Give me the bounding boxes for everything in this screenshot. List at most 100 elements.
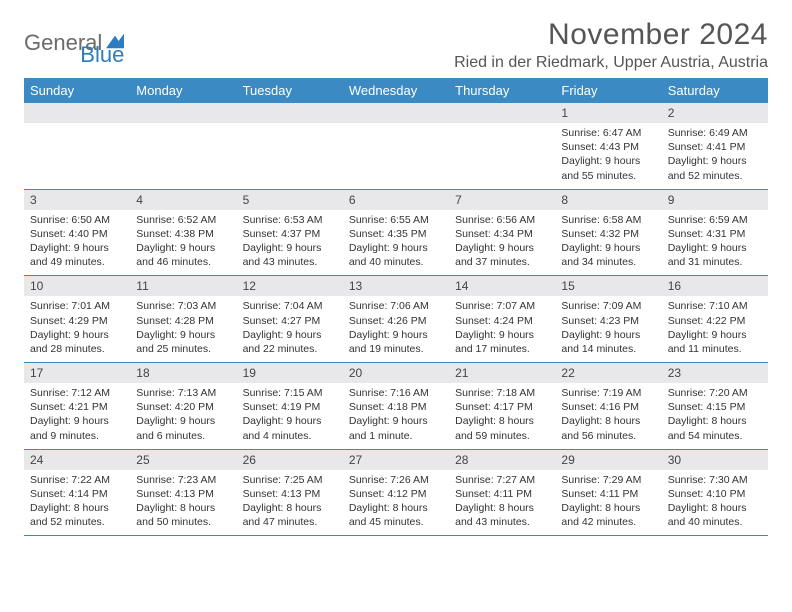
day-cell: Sunrise: 7:12 AMSunset: 4:21 PMDaylight:… [24, 383, 130, 449]
day-cell: Sunrise: 6:52 AMSunset: 4:38 PMDaylight:… [130, 210, 236, 276]
day-header-cell: Thursday [449, 78, 555, 103]
cells-row: Sunrise: 6:47 AMSunset: 4:43 PMDaylight:… [24, 123, 768, 189]
sunrise-text: Sunrise: 7:27 AM [455, 473, 549, 487]
date-number: 19 [237, 363, 343, 383]
day-cell: Sunrise: 6:53 AMSunset: 4:37 PMDaylight:… [237, 210, 343, 276]
daylight-text-2: and 49 minutes. [30, 255, 124, 269]
sunset-text: Sunset: 4:20 PM [136, 400, 230, 414]
daylight-text-2: and 52 minutes. [30, 515, 124, 529]
sunset-text: Sunset: 4:34 PM [455, 227, 549, 241]
sunrise-text: Sunrise: 7:23 AM [136, 473, 230, 487]
sunset-text: Sunset: 4:15 PM [668, 400, 762, 414]
date-number: 23 [662, 363, 768, 383]
sunrise-text: Sunrise: 7:12 AM [30, 386, 124, 400]
daylight-text-2: and 40 minutes. [668, 515, 762, 529]
sunset-text: Sunset: 4:11 PM [561, 487, 655, 501]
sunrise-text: Sunrise: 6:53 AM [243, 213, 337, 227]
day-cell: Sunrise: 7:09 AMSunset: 4:23 PMDaylight:… [555, 296, 661, 362]
month-title: November 2024 [454, 18, 768, 52]
daylight-text-2: and 54 minutes. [668, 429, 762, 443]
sunset-text: Sunset: 4:14 PM [30, 487, 124, 501]
date-strip: 12 [24, 103, 768, 123]
sunset-text: Sunset: 4:11 PM [455, 487, 549, 501]
cells-row: Sunrise: 6:50 AMSunset: 4:40 PM Daylight:… [24, 210, 768, 276]
daylight-text-1: Daylight: 9 hours [349, 241, 443, 255]
sunrise-text: Sunrise: 7:20 AM [668, 386, 762, 400]
day-cell: Sunrise: 7:03 AMSunset: 4:28 PMDaylight:… [130, 296, 236, 362]
daylight-text-1: Daylight: 8 hours [455, 501, 549, 515]
date-number: 27 [343, 450, 449, 470]
day-header-cell: Sunday [24, 78, 130, 103]
sunset-text: Sunset: 4:38 PM [136, 227, 230, 241]
sunrise-text: Sunrise: 7:03 AM [136, 299, 230, 313]
calendar: SundayMondayTuesdayWednesdayThursdayFrid… [24, 78, 768, 536]
sunrise-text: Sunrise: 7:06 AM [349, 299, 443, 313]
day-cell [24, 123, 130, 189]
day-cell [343, 123, 449, 189]
day-cell: Sunrise: 6:50 AMSunset: 4:40 PMDaylight:… [24, 210, 130, 276]
daylight-text-1: Daylight: 9 hours [136, 241, 230, 255]
sunset-text: Sunset: 4:26 PM [349, 314, 443, 328]
date-number: 26 [237, 450, 343, 470]
daylight-text-1: Daylight: 9 hours [243, 414, 337, 428]
date-number: 3 [24, 190, 130, 210]
sunset-text: Sunset: 4:24 PM [455, 314, 549, 328]
daylight-text-1: Daylight: 9 hours [243, 328, 337, 342]
daylight-text-2: and 43 minutes. [243, 255, 337, 269]
date-strip: 17181920212223 [24, 363, 768, 383]
daylight-text-2: and 45 minutes. [349, 515, 443, 529]
cells-row: Sunrise: 7:22 AMSunset: 4:14 PM Daylight:… [24, 470, 768, 536]
day-cell: Sunrise: 6:55 AMSunset: 4:35 PMDaylight:… [343, 210, 449, 276]
date-number: 22 [555, 363, 661, 383]
daylight-text-1: Daylight: 9 hours [455, 328, 549, 342]
day-cell: Sunrise: 7:19 AMSunset: 4:16 PMDaylight:… [555, 383, 661, 449]
day-cell: Sunrise: 7:20 AMSunset: 4:15 PMDaylight:… [662, 383, 768, 449]
date-number: 1 [555, 103, 661, 123]
daylight-text-2: and 17 minutes. [455, 342, 549, 356]
date-number [343, 103, 449, 123]
date-number [449, 103, 555, 123]
daylight-text-1: Daylight: 8 hours [561, 501, 655, 515]
daylight-text-2: and 37 minutes. [455, 255, 549, 269]
daylight-text-2: and 31 minutes. [668, 255, 762, 269]
date-number: 21 [449, 363, 555, 383]
day-cell: Sunrise: 7:25 AMSunset: 4:13 PMDaylight:… [237, 470, 343, 536]
daylight-text-2: and 14 minutes. [561, 342, 655, 356]
date-number: 9 [662, 190, 768, 210]
day-cell: Sunrise: 6:58 AMSunset: 4:32 PMDaylight:… [555, 210, 661, 276]
day-cell [449, 123, 555, 189]
week-row: 17181920212223Sunrise: 7:12 AMSunset: 4:… [24, 363, 768, 450]
day-header-cell: Wednesday [343, 78, 449, 103]
date-number: 7 [449, 190, 555, 210]
daylight-text-2: and 4 minutes. [243, 429, 337, 443]
sunrise-text: Sunrise: 7:07 AM [455, 299, 549, 313]
sunset-text: Sunset: 4:40 PM [30, 227, 124, 241]
daylight-text-1: Daylight: 8 hours [668, 414, 762, 428]
daylight-text-2: and 56 minutes. [561, 429, 655, 443]
day-cell: Sunrise: 7:22 AMSunset: 4:14 PMDaylight:… [24, 470, 130, 536]
date-number: 12 [237, 276, 343, 296]
daylight-text-2: and 9 minutes. [30, 429, 124, 443]
date-number [24, 103, 130, 123]
sunset-text: Sunset: 4:32 PM [561, 227, 655, 241]
week-row: 24252627282930Sunrise: 7:22 AMSunset: 4:… [24, 450, 768, 537]
daylight-text-1: Daylight: 8 hours [668, 501, 762, 515]
day-cell: Sunrise: 7:26 AMSunset: 4:12 PMDaylight:… [343, 470, 449, 536]
date-strip: 3456789 [24, 190, 768, 210]
daylight-text-2: and 6 minutes. [136, 429, 230, 443]
date-number: 28 [449, 450, 555, 470]
sunrise-text: Sunrise: 6:52 AM [136, 213, 230, 227]
sunrise-text: Sunrise: 7:22 AM [30, 473, 124, 487]
date-number: 5 [237, 190, 343, 210]
daylight-text-2: and 43 minutes. [455, 515, 549, 529]
sunrise-text: Sunrise: 6:55 AM [349, 213, 443, 227]
sunset-text: Sunset: 4:13 PM [136, 487, 230, 501]
daylight-text-1: Daylight: 9 hours [136, 328, 230, 342]
week-row: 10111213141516Sunrise: 7:01 AMSunset: 4:… [24, 276, 768, 363]
day-cell: Sunrise: 7:16 AMSunset: 4:18 PMDaylight:… [343, 383, 449, 449]
sunrise-text: Sunrise: 6:50 AM [30, 213, 124, 227]
sunset-text: Sunset: 4:27 PM [243, 314, 337, 328]
sunrise-text: Sunrise: 6:56 AM [455, 213, 549, 227]
daylight-text-2: and 40 minutes. [349, 255, 443, 269]
daylight-text-1: Daylight: 9 hours [455, 241, 549, 255]
